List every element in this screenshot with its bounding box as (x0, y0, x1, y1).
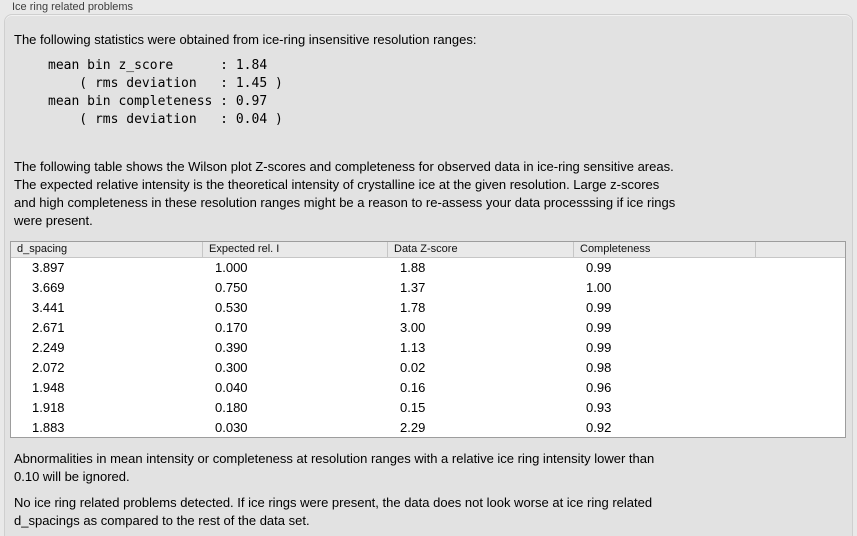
ice-ring-groupbox: The following statistics were obtained f… (4, 14, 853, 536)
table-header-row: d_spacing Expected rel. I Data Z-score C… (11, 242, 845, 258)
table-cell-empty (756, 278, 845, 298)
groupbox-title: Ice ring related problems (12, 1, 134, 13)
result-summary-text: No ice ring related problems detected. I… (14, 495, 653, 528)
table-cell: 0.170 (215, 320, 248, 335)
ignore-note-text: Abnormalities in mean intensity or compl… (14, 451, 655, 484)
table-cell: 0.040 (215, 380, 248, 395)
table-cell-empty (756, 338, 845, 358)
stats-block: mean bin z_score : 1.84 ( rms deviation … (48, 58, 283, 127)
table-description-text: The following table shows the Wilson plo… (14, 159, 676, 228)
table-cell: 3.00 (400, 320, 426, 335)
table-cell: 3.669 (32, 280, 65, 295)
table-cell: 0.300 (215, 360, 248, 375)
table-cell: 0.15 (400, 400, 426, 415)
table-cell-empty (756, 398, 845, 418)
table-cell: 1.13 (400, 340, 426, 355)
table-body: 3.897 1.000 1.88 0.99 3.669 0.750 1.37 1.00 3.44… (11, 258, 845, 438)
table-cell: 0.030 (215, 420, 248, 435)
column-header-data-z-score[interactable]: Data Z-score (388, 242, 574, 257)
table-cell: 0.99 (586, 340, 612, 355)
table-cell: 2.072 (32, 360, 65, 375)
table-cell: 1.37 (400, 280, 426, 295)
table-cell: 0.180 (215, 400, 248, 415)
table-cell: 0.99 (586, 320, 612, 335)
table-cell: 2.29 (400, 420, 426, 435)
table-cell: 0.92 (586, 420, 612, 435)
table-cell: 2.671 (32, 320, 65, 335)
table-cell: 0.96 (586, 380, 612, 395)
table-row[interactable]: 3.441 0.530 1.78 0.99 (11, 298, 845, 318)
table-cell: 1.883 (32, 420, 65, 435)
table-row[interactable]: 1.918 0.180 0.15 0.93 (11, 398, 845, 418)
table-row[interactable]: 1.883 0.030 2.29 0.92 (11, 418, 845, 438)
table-cell: 0.99 (586, 260, 612, 275)
table-cell: 1.78 (400, 300, 426, 315)
table-cell: 0.750 (215, 280, 248, 295)
table-cell: 1.000 (215, 260, 248, 275)
table-row[interactable]: 2.671 0.170 3.00 0.99 (11, 318, 845, 338)
table-cell: 0.93 (586, 400, 612, 415)
table-row[interactable]: 1.948 0.040 0.16 0.96 (11, 378, 845, 398)
table-cell: 3.441 (32, 300, 65, 315)
ice-ring-table: d_spacing Expected rel. I Data Z-score C… (10, 241, 846, 438)
column-header-empty (756, 242, 845, 257)
table-cell: 1.00 (586, 280, 612, 295)
table-row[interactable]: 2.072 0.300 0.02 0.98 (11, 358, 845, 378)
table-cell: 1.918 (32, 400, 65, 415)
table-cell: 3.897 (32, 260, 65, 275)
table-cell: 0.98 (586, 360, 612, 375)
table-cell: 0.16 (400, 380, 426, 395)
column-header-d-spacing[interactable]: d_spacing (11, 242, 203, 257)
table-cell-empty (756, 298, 845, 318)
table-cell-empty (756, 358, 845, 378)
column-header-completeness[interactable]: Completeness (574, 242, 756, 257)
table-cell: 1.948 (32, 380, 65, 395)
table-cell: 1.88 (400, 260, 426, 275)
table-row[interactable]: 3.897 1.000 1.88 0.99 (11, 258, 845, 278)
table-cell: 0.390 (215, 340, 248, 355)
table-cell: 2.249 (32, 340, 65, 355)
table-cell-empty (756, 318, 845, 338)
table-cell-empty (756, 258, 845, 278)
table-cell: 0.530 (215, 300, 248, 315)
column-header-expected-rel-i[interactable]: Expected rel. I (203, 242, 388, 257)
table-row[interactable]: 2.249 0.390 1.13 0.99 (11, 338, 845, 358)
table-cell: 0.99 (586, 300, 612, 315)
table-cell: 0.02 (400, 360, 426, 375)
intro-text: The following statistics were obtained f… (14, 32, 477, 47)
table-cell-empty (756, 378, 845, 398)
table-cell-empty (756, 418, 845, 438)
table-row[interactable]: 3.669 0.750 1.37 1.00 (11, 278, 845, 298)
